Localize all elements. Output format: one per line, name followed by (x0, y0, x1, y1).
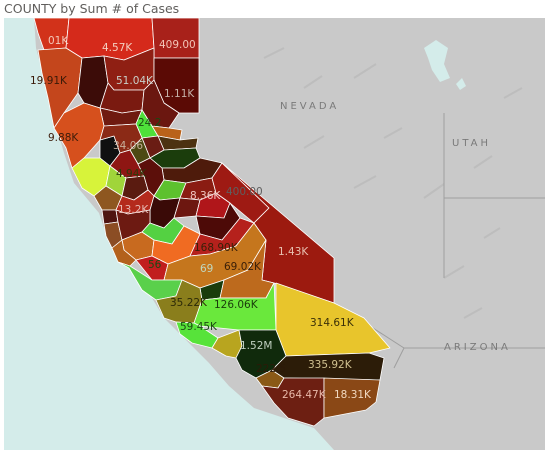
data-label: 314.61K (310, 317, 355, 329)
county-labels: 01K 4.57K 409.00 19.91K 51.04K 1.11K 24.… (30, 35, 372, 401)
data-label: 24.2 (138, 117, 161, 129)
data-label: 13.2K (118, 204, 149, 216)
region-label-nevada: NEVADA (280, 101, 339, 112)
data-label: 56 (148, 259, 162, 271)
data-label: 51.04K (116, 75, 154, 87)
data-label: 4.57K (102, 42, 133, 54)
data-label: 59.45K (180, 321, 218, 333)
county-san-francisco[interactable] (101, 209, 119, 225)
data-label: 1.11K (164, 88, 195, 100)
visual-title: COUNTY by Sum # of Cases (4, 1, 180, 16)
data-label: 9.88K (48, 132, 79, 144)
lake-shape (456, 78, 466, 90)
data-label: 01K (48, 35, 69, 47)
data-label: 19.91K (30, 75, 68, 87)
county-imperial[interactable] (323, 377, 381, 419)
data-label: 264.47K (282, 389, 327, 401)
data-label: 1.52M (240, 340, 272, 352)
data-label: 35.22K (170, 297, 208, 309)
data-label: 222.5 (256, 363, 286, 375)
data-label: 126.06K (214, 299, 259, 311)
data-label: 335.92K (308, 359, 353, 371)
region-label-utah: UTAH (452, 138, 491, 149)
county-modoc[interactable] (151, 18, 200, 59)
data-label: 1.43K (278, 246, 309, 258)
terrain-texture (263, 47, 523, 319)
data-label: 69 (200, 263, 213, 275)
lake-shape (424, 40, 450, 82)
data-label: 69.02K (224, 261, 262, 273)
data-label: 400.00 (226, 186, 263, 198)
data-label: 4.94K (116, 168, 147, 180)
data-label: 8.36K (190, 190, 221, 202)
data-label: 168.90K (194, 242, 239, 254)
county-sierra[interactable] (151, 125, 183, 141)
data-label: 409.00 (159, 39, 196, 51)
data-label: 18.31K (334, 389, 372, 401)
choropleth-map[interactable]: NEVADA UTAH ARIZONA (4, 18, 545, 450)
data-label: 34.06 (113, 140, 143, 152)
region-label-arizona: ARIZONA (444, 342, 511, 353)
